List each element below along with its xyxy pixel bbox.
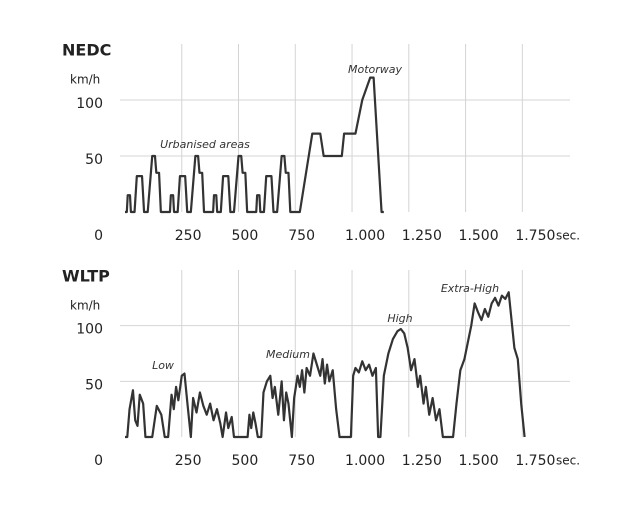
annotation: High [387,312,412,325]
y-tick-label: 50 [85,377,103,393]
x-tick-label: 500 [232,453,259,469]
chart-title: WLTP [62,267,110,286]
x-tick-label: 1.500 [459,453,499,469]
x-axis-label: sec. [556,229,580,243]
x-tick-label: 750 [288,453,315,469]
y-tick-label: 50 [85,152,103,168]
x-tick-label: 1.750 [515,453,555,469]
y-axis-label: km/h [70,299,100,313]
line-series [125,291,526,439]
annotation: Motorway [348,63,403,76]
x-tick-label: 1.000 [345,228,385,244]
y-tick-label: 100 [76,322,103,338]
x-tick-label: 1.500 [459,228,499,244]
x-tick-label: 1.250 [402,453,442,469]
x-tick-label: 750 [288,228,315,244]
x-tick-label: 1.000 [345,453,385,469]
x-tick-label: 500 [232,228,259,244]
annotation: Low [152,359,174,372]
annotation: Urbanised areas [160,138,250,151]
annotation: Medium [266,348,310,361]
x-axis-label: sec. [556,454,580,468]
x-tick-label: 250 [175,228,202,244]
x-tick-label: 1.250 [402,228,442,244]
x-tick-label: 0 [94,453,103,469]
y-axis-label: km/h [70,73,100,87]
x-tick-label: 1.750 [515,228,555,244]
y-tick-label: 100 [76,96,103,112]
annotation: Extra-High [441,282,499,295]
line-series [125,76,384,214]
x-tick-label: 0 [94,228,103,244]
x-tick-label: 250 [175,453,202,469]
chart-title: NEDC [62,41,111,60]
